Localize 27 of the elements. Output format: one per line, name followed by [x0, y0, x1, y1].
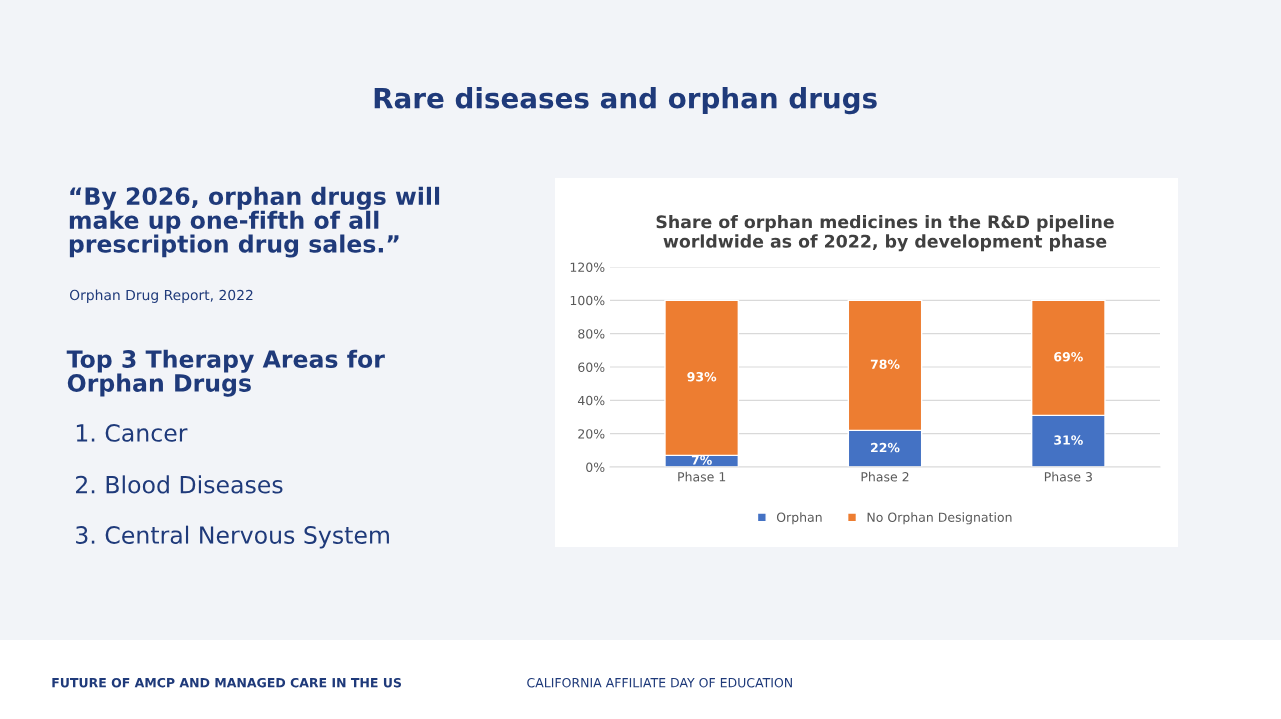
data-label: 93%: [687, 372, 717, 382]
data-label: 69%: [1054, 352, 1083, 362]
y-tick-label: 20%: [578, 429, 605, 439]
y-tick-label: 60%: [578, 362, 605, 372]
chart-title: Share of orphan medicines in the R&D pipeline worldwide as of 2022, by development phase: [656, 214, 1114, 252]
text: Rare diseases and orphan drugs: [374, 87, 877, 115]
text: 2. Blood Diseases: [76, 475, 283, 494]
x-tick-label: Phase 1: [678, 471, 726, 482]
legend-label: Orphan: [776, 512, 822, 525]
y-tick-label: 80%: [578, 329, 605, 339]
y-tick-label: 40%: [577, 395, 605, 406]
text: 1. Cancer: [76, 423, 188, 442]
data-label: 22%: [871, 442, 900, 453]
text: Orphan Drug Report, 2022: [69, 289, 253, 303]
data-label: 78%: [870, 359, 900, 369]
text: 3. Central Nervous System: [76, 525, 389, 549]
x-tick-label: Phase 3: [1044, 471, 1092, 482]
legend-label: No Orphan Designation: [867, 512, 1012, 525]
y-tick-label: 100%: [570, 295, 605, 306]
text: CALIFORNIA AFFILIATE DAY OF EDUCATION: [527, 677, 792, 688]
y-tick-label: 0%: [586, 462, 605, 472]
text: Top 3 Therapy Areas for Orphan Drugs: [66, 349, 385, 397]
text: “By 2026, orphan drugs will make up one-fifth of all prescription drug sales.”: [69, 186, 440, 258]
data-label: 31%: [1054, 435, 1083, 445]
y-tick-label: 120%: [570, 262, 605, 272]
text: FUTURE OF AMCP AND MANAGED CARE IN THE US: [52, 677, 402, 688]
x-tick-label: Phase 2: [861, 471, 909, 482]
